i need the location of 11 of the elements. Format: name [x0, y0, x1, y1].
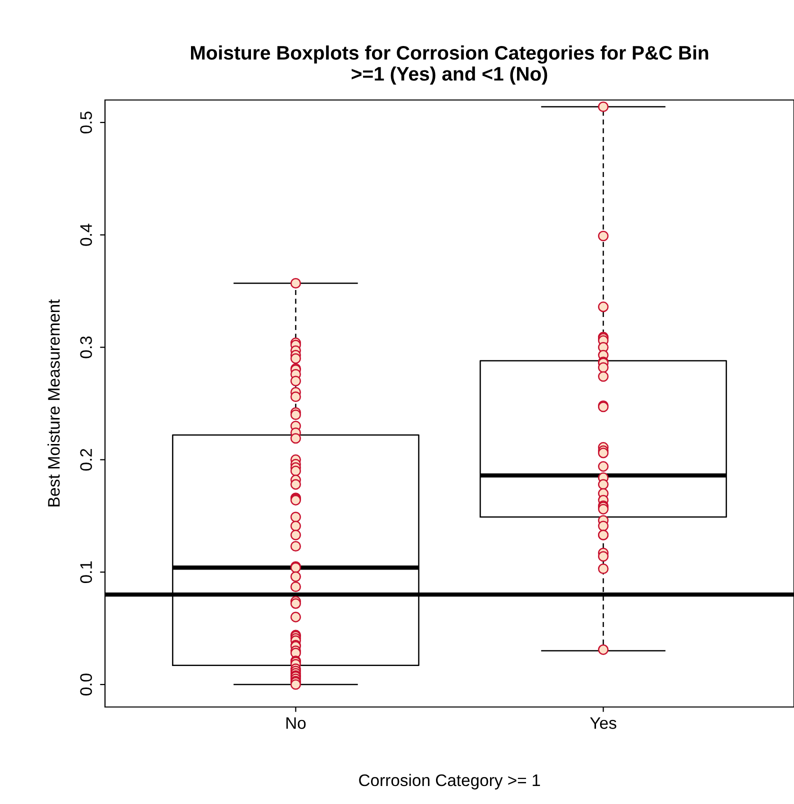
chart-title: Moisture Boxplots for Corrosion Categories for P&C Bin >=1 (Yes) and <1 (No): [190, 45, 708, 85]
x-axis-title: Corrosion Category >= 1: [359, 774, 540, 790]
y-tick-label: 0.0: [80, 674, 92, 696]
y-axis-title: Best Moisture Measurement: [48, 299, 60, 506]
y-tick-label: 0.3: [80, 336, 92, 358]
y-tick-label: 0.1: [80, 561, 92, 584]
x-tick-label: No: [286, 717, 306, 729]
y-tick-label: 0.5: [80, 112, 92, 134]
x-tick-label: Yes: [590, 717, 616, 729]
y-tick-label: 0.4: [80, 224, 92, 246]
y-tick-label: 0.2: [80, 448, 92, 471]
